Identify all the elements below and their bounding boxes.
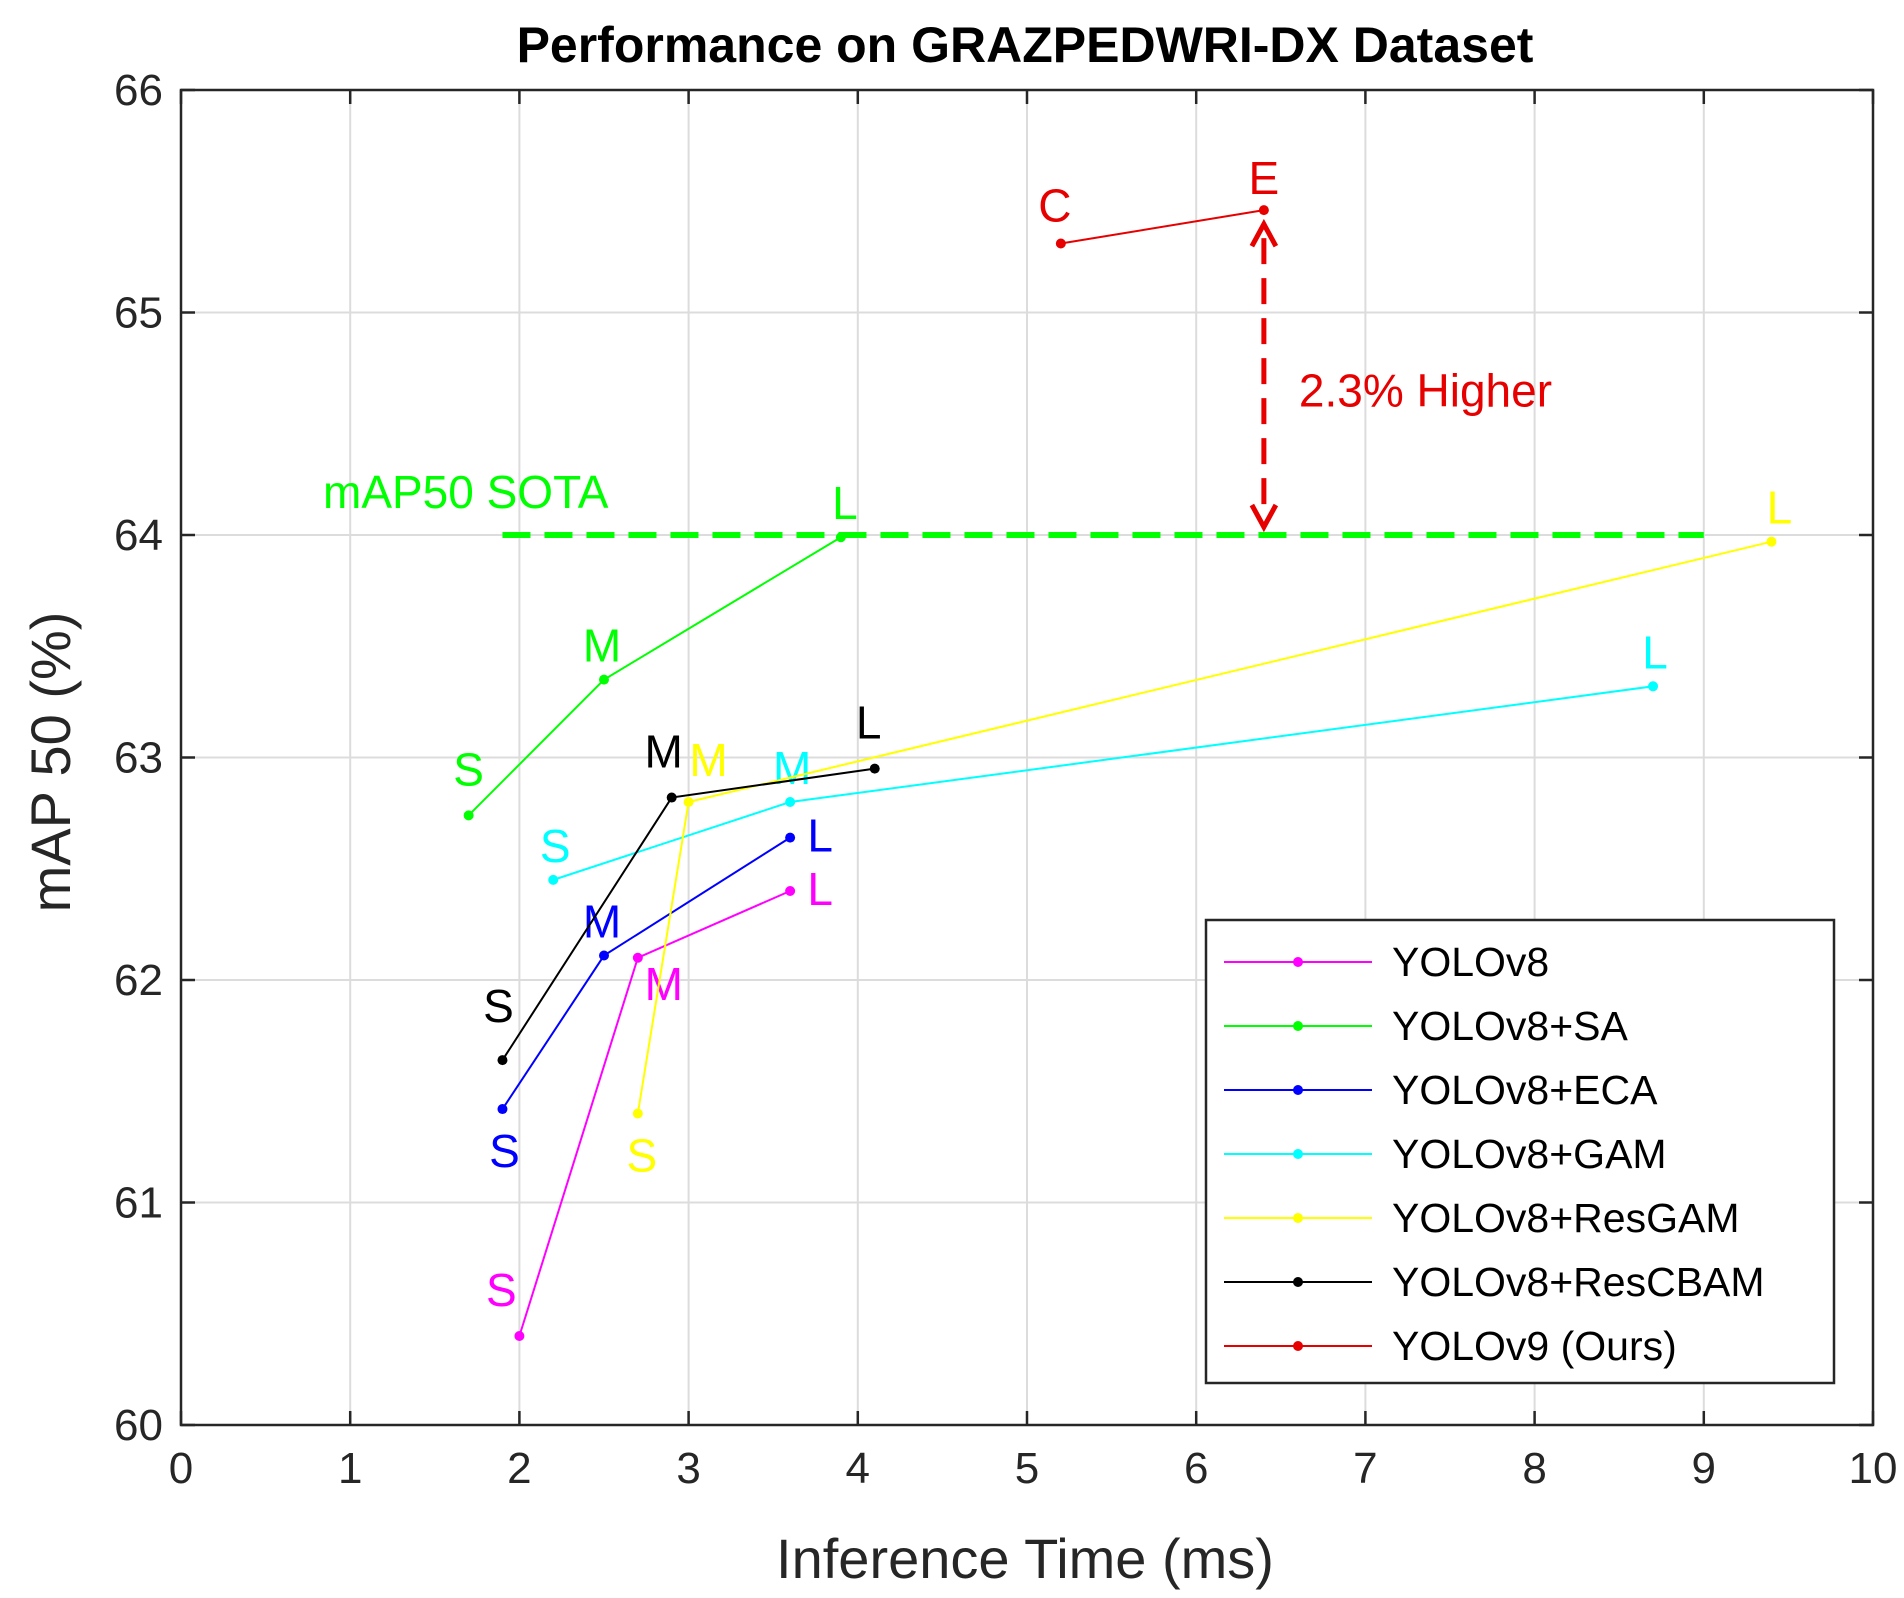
point-label: S (483, 980, 514, 1032)
x-tick-label: 4 (846, 1444, 870, 1493)
data-point (514, 1331, 525, 1341)
data-point (599, 674, 609, 685)
point-label: L (807, 863, 833, 915)
chart-title: Performance on GRAZPEDWRI-DX Dataset (517, 17, 1534, 73)
legend-box (1204, 918, 1836, 1385)
y-tick-label: 64 (114, 511, 163, 560)
point-label: M (583, 620, 621, 672)
x-tick-label: 3 (676, 1444, 700, 1493)
data-point (1648, 681, 1659, 692)
legend-entry: YOLOv8 (1392, 939, 1549, 985)
x-axis-label: Inference Time (ms) (776, 1527, 1274, 1590)
data-point (785, 797, 796, 807)
series-line (1060, 209, 1265, 245)
y-axis-label: mAP 50 (%) (19, 612, 82, 913)
legend-swatch-marker (1293, 957, 1303, 967)
x-tick-label: 10 (1849, 1444, 1898, 1493)
y-tick-label: 66 (114, 66, 163, 115)
point-label: M (773, 742, 811, 794)
legend-swatch-marker (1293, 1213, 1303, 1223)
point-label: L (807, 810, 833, 862)
x-tick-label: 5 (1015, 1444, 1039, 1493)
point-label: L (832, 477, 858, 529)
data-point (666, 792, 677, 803)
y-tick-label: 60 (114, 1401, 163, 1450)
point-label: S (489, 1125, 520, 1177)
x-tick-label: 7 (1353, 1444, 1377, 1493)
legend-swatch-marker (1293, 1085, 1303, 1095)
point-label: M (583, 896, 621, 948)
data-point (1258, 205, 1269, 216)
legend-entry: YOLOv8+ResCBAM (1392, 1259, 1765, 1305)
data-point (497, 1055, 508, 1066)
legend-swatch-marker (1293, 1149, 1303, 1159)
ticks: 0 1 2 3 4 5 6 7 8 9 10 60 61 62 63 64 65 66 (114, 66, 1897, 1493)
point-label: M (689, 734, 727, 786)
x-tick-label: 2 (507, 1444, 531, 1493)
data-point (869, 763, 880, 774)
data-point (1766, 536, 1777, 547)
x-tick-label: 1 (338, 1444, 362, 1493)
y-tick-label: 62 (114, 956, 163, 1005)
point-label: S (453, 743, 484, 795)
data-point (785, 832, 796, 843)
data-point (835, 532, 846, 543)
data-point (683, 797, 694, 807)
annotation-arrow-head-up (1249, 218, 1279, 248)
annotation-text: 2.3% Higher (1299, 364, 1552, 416)
data-point (463, 810, 474, 821)
y-tick-label: 63 (114, 734, 163, 783)
point-label: L (1767, 482, 1793, 534)
data-point (599, 950, 609, 961)
legend-entry: YOLOv8+SA (1392, 1003, 1629, 1049)
y-tick-label: 65 (114, 289, 163, 338)
sota-label: mAP50 SOTA (323, 466, 609, 518)
x-tick-label: 8 (1522, 1444, 1546, 1493)
point-label: C (1038, 180, 1071, 232)
y-tick-label: 61 (114, 1179, 163, 1228)
point-label: S (626, 1130, 657, 1182)
legend-entry: YOLOv8+ECA (1392, 1067, 1658, 1113)
point-label: M (645, 958, 683, 1010)
data-point (1055, 238, 1066, 249)
annotation-arrow-head-down (1249, 503, 1279, 533)
point-label: S (540, 820, 571, 872)
x-tick-label: 9 (1692, 1444, 1716, 1493)
legend-entry: YOLOv8+ResGAM (1392, 1195, 1739, 1241)
point-label: M (645, 726, 683, 778)
data-point (785, 886, 796, 896)
x-tick-label: 0 (169, 1444, 193, 1493)
point-label: E (1249, 152, 1280, 204)
data-point (548, 874, 559, 885)
sota-line-group: mAP50 SOTA (323, 466, 1704, 538)
legend: YOLOv8 YOLOv8+SA YOLOv8+ECA YOLOv8+GAM YOLOv… (1204, 918, 1836, 1385)
legend-swatch-marker (1293, 1277, 1303, 1287)
legend-swatch-marker (1293, 1341, 1303, 1351)
legend-swatch-marker (1293, 1021, 1303, 1031)
annotation-group: 2.3% Higher (1249, 218, 1552, 533)
legend-entry: YOLOv9 (Ours) (1392, 1323, 1677, 1369)
data-point (497, 1104, 508, 1115)
data-point (632, 952, 643, 963)
x-tick-label: 6 (1184, 1444, 1208, 1493)
point-label: L (1642, 626, 1668, 678)
data-point (632, 1108, 643, 1119)
point-label: S (486, 1264, 517, 1316)
legend-entry: YOLOv8+GAM (1392, 1131, 1667, 1177)
point-label: L (856, 697, 882, 749)
